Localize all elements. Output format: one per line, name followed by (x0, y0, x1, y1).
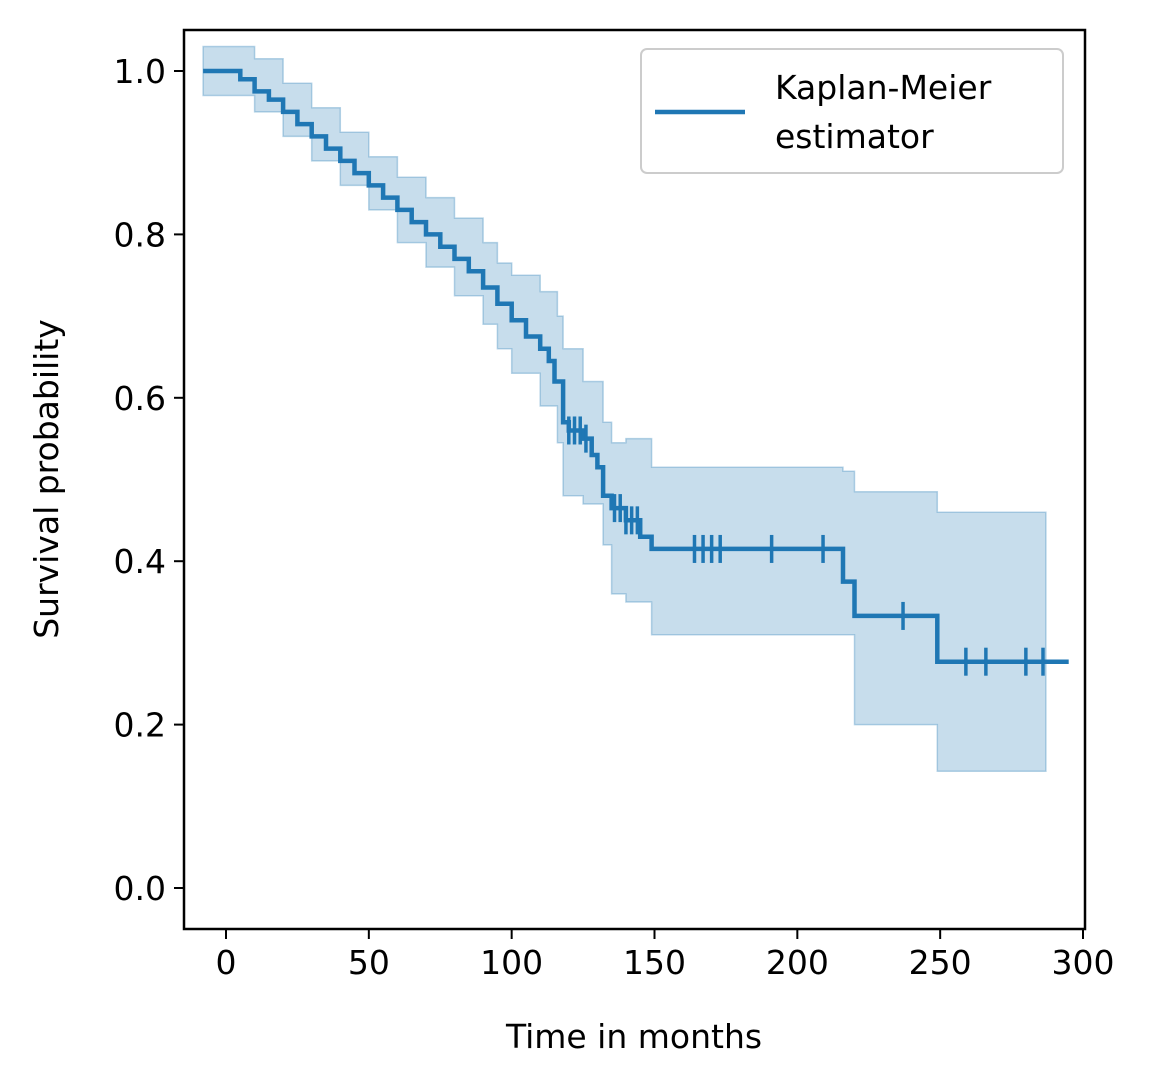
confidence-band (202, 45, 1047, 772)
x-tick-label: 50 (348, 943, 390, 982)
x-axis: 0 50 100 150 200 250 300 (216, 929, 1115, 982)
y-tick-label: 0.8 (114, 215, 166, 254)
x-tick-label: 150 (623, 943, 686, 982)
y-tick-label: 1.0 (114, 52, 166, 91)
legend-box (640, 48, 1064, 174)
y-tick-label: 0.0 (114, 869, 166, 908)
x-tick-label: 300 (1052, 943, 1115, 982)
plot-area (202, 45, 1069, 772)
x-tick-label: 0 (216, 943, 237, 982)
y-axis: 0.0 0.2 0.4 0.6 0.8 1.0 (114, 52, 184, 908)
axes-frame (182, 28, 1087, 931)
censor-marks (567, 416, 1045, 676)
x-axis-label: Time in months (505, 1017, 762, 1056)
y-tick-label: 0.2 (114, 706, 166, 745)
x-tick-label: 200 (766, 943, 829, 982)
y-tick-label: 0.6 (114, 379, 166, 418)
legend-label: Kaplan-Meier estimator (775, 68, 992, 156)
km-survival-line (203, 68, 1069, 664)
y-axis-label: Survival probability (27, 319, 66, 639)
legend: Kaplan-Meier estimator (640, 48, 1064, 174)
y-tick-label: 0.4 (114, 542, 166, 581)
x-tick-label: 250 (909, 943, 972, 982)
x-tick-label: 100 (480, 943, 543, 982)
